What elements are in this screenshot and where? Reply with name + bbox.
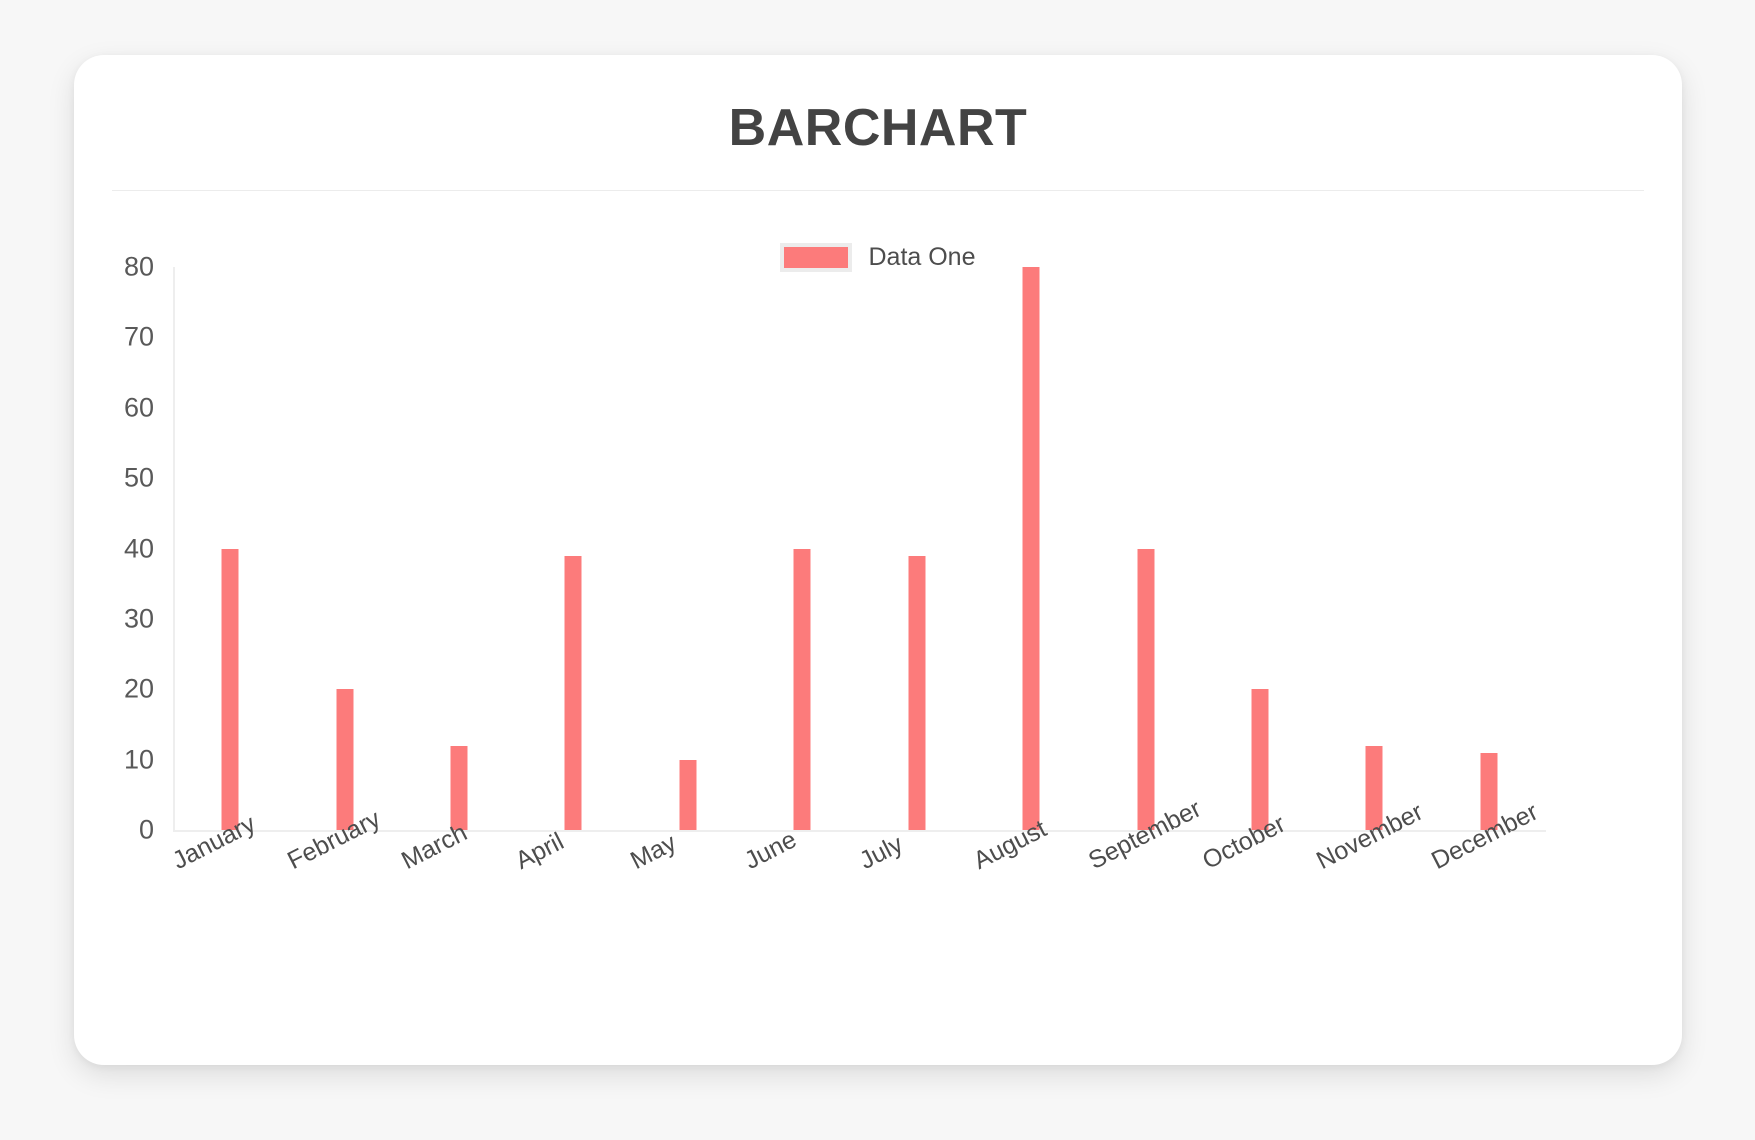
bar[interactable] (450, 745, 468, 830)
x-axis-tick-label: January (168, 809, 261, 875)
legend-swatch-icon (780, 243, 853, 272)
y-axis-tick-label: 20 (123, 673, 154, 704)
x-axis-tick-label: March (397, 818, 472, 875)
y-axis-line (173, 267, 175, 830)
y-axis-tick-label: 30 (123, 603, 154, 634)
x-axis-tick-label: April (511, 827, 569, 875)
title-divider (112, 190, 1644, 191)
bar[interactable] (908, 555, 926, 830)
y-axis-tick-label: 10 (123, 744, 154, 775)
y-axis-tick-label: 60 (123, 392, 154, 423)
y-axis-tick-label: 80 (123, 251, 154, 282)
bar[interactable] (1365, 745, 1383, 830)
plot-area: 0 10 20 30 40 50 60 70 80 January February March Ap… (124, 252, 1546, 875)
chart-legend: Data One (74, 243, 1682, 272)
x-axis-tick-label: July (854, 829, 908, 875)
bar[interactable] (793, 548, 811, 830)
legend-item-data-one[interactable]: Data One (780, 243, 976, 272)
bar[interactable] (336, 689, 354, 830)
x-axis-line (173, 830, 1546, 832)
x-axis-tick-label: May (625, 828, 681, 875)
x-axis-tick-label: June (740, 825, 802, 875)
bar[interactable] (221, 548, 239, 830)
x-axis-tick-label: October (1197, 809, 1290, 875)
y-axis-tick-label: 50 (123, 462, 154, 493)
y-axis-tick-label: 40 (123, 533, 154, 563)
bar[interactable] (1137, 548, 1155, 830)
x-axis-tick-label: August (969, 814, 1052, 875)
bar[interactable] (564, 555, 582, 830)
legend-item-label: Data One (868, 243, 976, 271)
bar[interactable] (679, 759, 697, 830)
x-axis-tick-label: February (282, 804, 385, 875)
y-axis-tick-label: 70 (123, 321, 154, 352)
y-axis-tick-label: 0 (138, 814, 154, 845)
bar[interactable] (1251, 689, 1269, 830)
page-title: BARCHART (728, 99, 1028, 157)
bar[interactable] (1022, 267, 1040, 830)
chart-card: BARCHART Data One 0 10 20 30 40 50 60 70 80 Janu… (74, 55, 1682, 1065)
bar[interactable] (1480, 752, 1498, 830)
